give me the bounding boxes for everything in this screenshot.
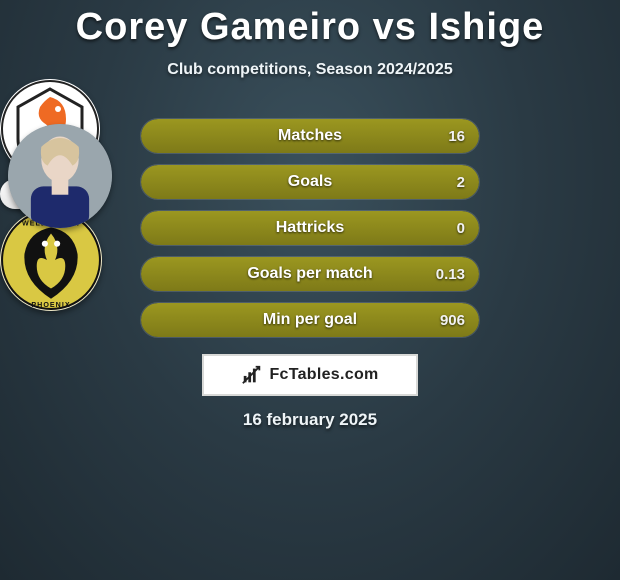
stat-row: Goals 2: [140, 164, 480, 200]
stat-label: Matches: [278, 127, 342, 145]
stat-right-value: 16: [448, 119, 465, 153]
stat-label: Goals per match: [247, 265, 372, 283]
svg-text:PHOENIX: PHOENIX: [31, 301, 70, 309]
stat-row: Hattricks 0: [140, 210, 480, 246]
stat-label: Hattricks: [276, 219, 344, 237]
bar-chart-icon: [241, 364, 263, 386]
date: 16 february 2025: [0, 410, 620, 430]
stat-right-value: 2: [457, 165, 465, 199]
player-left-photo: [8, 124, 112, 228]
stat-right-value: 0: [457, 211, 465, 245]
stat-right-value: 906: [440, 303, 465, 337]
page-title: Corey Gameiro vs Ishige: [0, 0, 620, 49]
stat-row: Goals per match 0.13: [140, 256, 480, 292]
stat-label: Min per goal: [263, 311, 357, 329]
fctables-badge: FcTables.com: [202, 354, 418, 396]
stats-list: Matches 16 Goals 2 Hattricks 0 Goals per…: [140, 118, 480, 348]
stat-label: Goals: [288, 173, 332, 191]
fctables-label: FcTables.com: [269, 366, 378, 384]
stat-row: Min per goal 906: [140, 302, 480, 338]
stat-row: Matches 16: [140, 118, 480, 154]
subtitle: Club competitions, Season 2024/2025: [0, 61, 620, 79]
stat-right-value: 0.13: [436, 257, 465, 291]
